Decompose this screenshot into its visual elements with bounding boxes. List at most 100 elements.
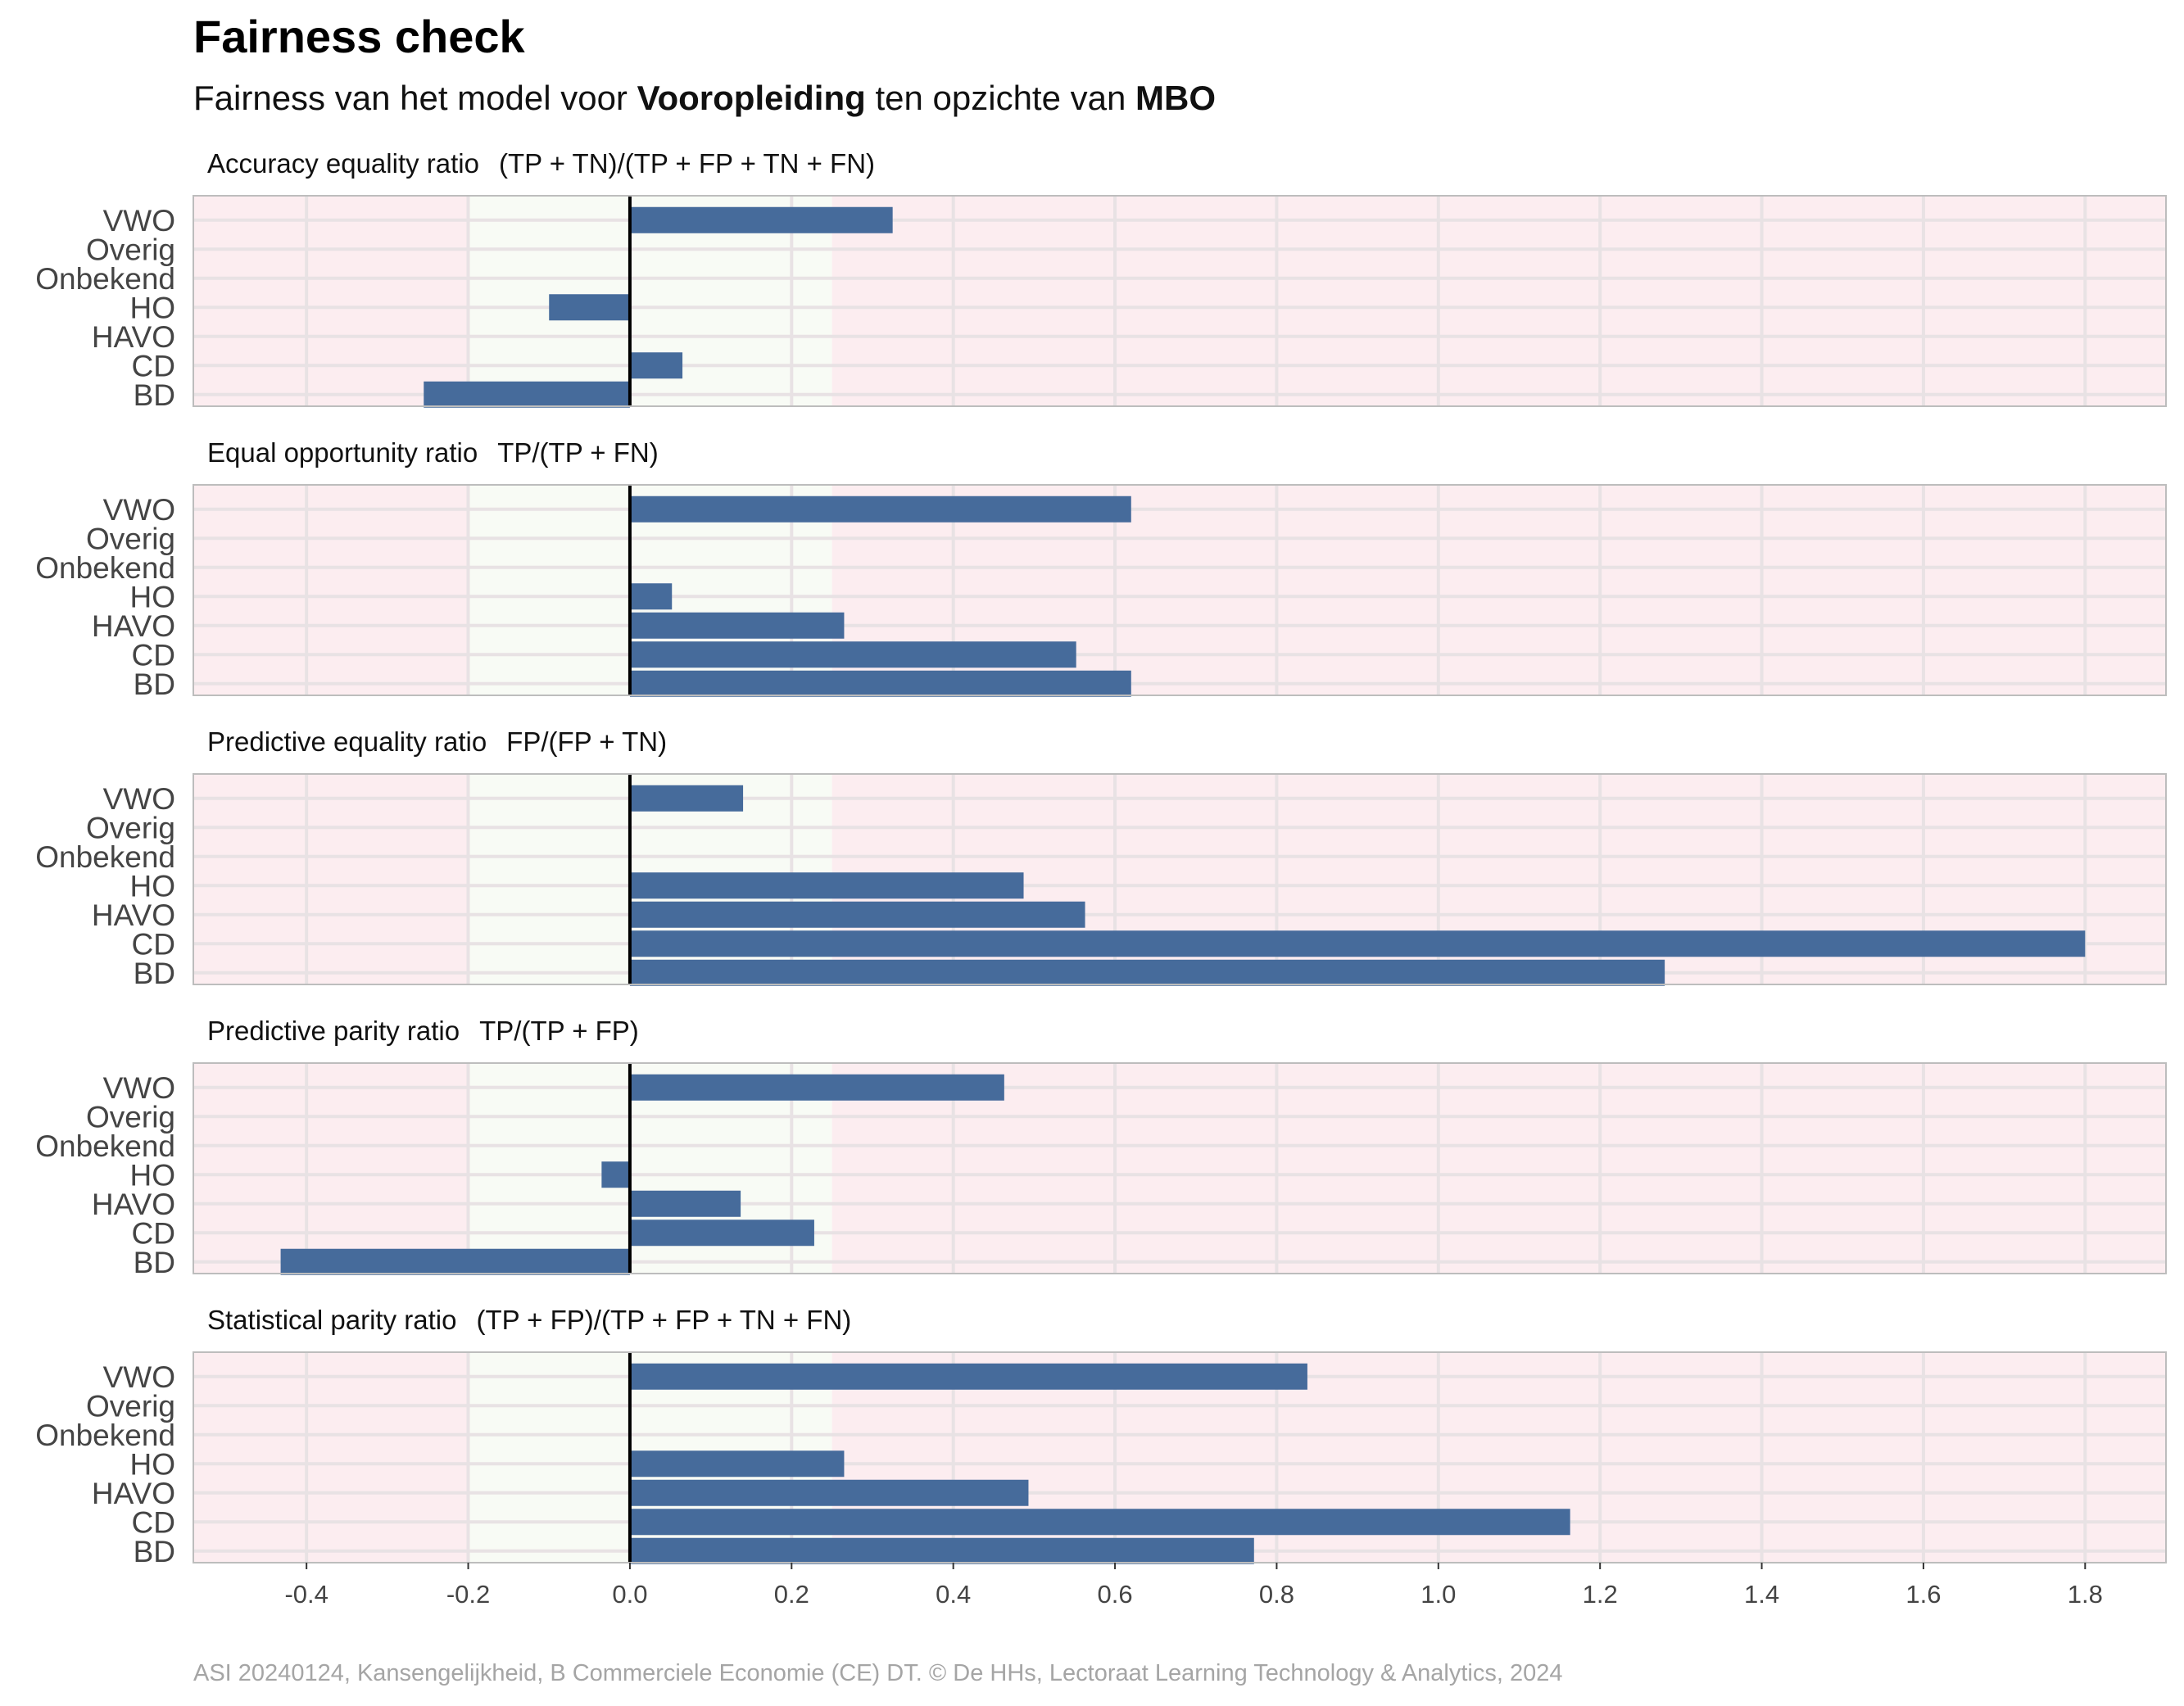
- facet-name: Accuracy equality ratio: [207, 148, 479, 179]
- x-tick-label: 1.0: [1421, 1580, 1456, 1609]
- bar-vwo: [629, 496, 1131, 523]
- x-tick-label: 1.4: [1744, 1580, 1779, 1609]
- unfair-band-left: [193, 774, 469, 984]
- panel-border: [193, 484, 2167, 696]
- bar-havo: [629, 1479, 1029, 1506]
- bar-vwo: [629, 785, 744, 812]
- facet-name: Predictive parity ratio: [207, 1016, 460, 1046]
- category-label: CD: [132, 1505, 175, 1539]
- category-label: BD: [134, 957, 175, 990]
- category-label: CD: [132, 1216, 175, 1250]
- bar-cd: [629, 1220, 814, 1247]
- chart-subtitle: Fairness van het model voor Vooropleidin…: [193, 79, 1216, 117]
- category-label: VWO: [103, 782, 175, 816]
- bar-vwo: [629, 1074, 1004, 1101]
- facet-title: Predictive equality ratio FP/(FP + TN): [207, 726, 667, 757]
- x-tick-label: 1.8: [2068, 1580, 2103, 1609]
- facet-formula: (TP + TN)/(TP + FP + TN + FN): [499, 148, 875, 179]
- facet-title: Predictive parity ratio TP/(TP + FP): [207, 1016, 639, 1046]
- bar-bd: [629, 959, 1665, 986]
- category-label: HO: [130, 869, 176, 903]
- facet-panel: Equal opportunity ratio TP/(TP + FN) VWOOv…: [35, 437, 2167, 701]
- category-label: BD: [134, 378, 175, 412]
- x-axis: -0.4 -0.2 0.0 0.2 0.4 0.6 0.8 1.0 1.2 1.4 1.6 1.8: [284, 1563, 2103, 1609]
- x-tick-label: 0.0: [612, 1580, 647, 1609]
- panel-border: [193, 1351, 2167, 1563]
- bar-ho: [629, 583, 673, 610]
- facet-formula: TP/(TP + FP): [479, 1016, 639, 1046]
- x-tick-label: 0.4: [936, 1580, 971, 1609]
- bar-ho: [629, 1450, 845, 1477]
- category-label: HAVO: [92, 609, 175, 643]
- unfair-band-left: [193, 1063, 469, 1274]
- category-label: VWO: [103, 493, 175, 527]
- category-label: HAVO: [92, 320, 175, 354]
- category-label: Overig: [86, 1100, 175, 1134]
- facet-title: Accuracy equality ratio (TP + TN)/(TP + F…: [207, 148, 875, 179]
- category-label: CD: [132, 349, 175, 382]
- category-label: HAVO: [92, 1477, 175, 1510]
- category-label: Overig: [86, 233, 175, 266]
- category-label: HO: [130, 1158, 176, 1192]
- chart-caption: ASI 20240124, Kansengelijkheid, B Commer…: [193, 1660, 1563, 1686]
- category-label: CD: [132, 638, 175, 672]
- category-label: CD: [132, 927, 175, 961]
- category-label: HAVO: [92, 898, 175, 932]
- facet-panel: Predictive equality ratio FP/(FP + TN) VWO…: [35, 726, 2167, 990]
- bar-havo: [629, 612, 845, 639]
- x-tick-label: 0.6: [1097, 1580, 1132, 1609]
- category-label: Onbekend: [35, 1419, 175, 1452]
- panel-border: [193, 195, 2167, 407]
- unfair-band-right: [831, 1063, 2166, 1274]
- facet-name: Equal opportunity ratio: [207, 437, 478, 468]
- category-label: HO: [130, 291, 176, 324]
- unfair-band-left: [193, 196, 469, 406]
- bar-cd: [629, 641, 1076, 668]
- category-label: VWO: [103, 1360, 175, 1394]
- bar-bd: [629, 670, 1131, 697]
- x-tick-label: -0.4: [284, 1580, 328, 1609]
- facet-panel: Statistical parity ratio (TP + FP)/(TP + …: [35, 1305, 2167, 1568]
- x-tick-label: 0.8: [1259, 1580, 1294, 1609]
- bar-vwo: [629, 1363, 1307, 1390]
- category-label: BD: [134, 1246, 175, 1279]
- bar-cd: [629, 930, 2086, 957]
- category-label: HO: [130, 580, 176, 613]
- facet-panel: Predictive parity ratio TP/(TP + FP) VWOOv…: [35, 1016, 2167, 1279]
- category-label: HAVO: [92, 1188, 175, 1221]
- bar-ho: [601, 1161, 630, 1188]
- category-label: HO: [130, 1447, 176, 1481]
- bar-bd: [280, 1248, 630, 1275]
- unfair-band-right: [831, 196, 2166, 406]
- panel-border: [193, 1062, 2167, 1274]
- unfair-band-left: [193, 1352, 469, 1563]
- facet-formula: (TP + FP)/(TP + FP + TN + FN): [476, 1305, 851, 1335]
- subtitle-reference: MBO: [1135, 79, 1216, 117]
- subtitle-middle: ten opzichte van: [866, 79, 1135, 117]
- bar-ho: [549, 294, 630, 321]
- bar-cd: [629, 352, 683, 379]
- facet-panels: Accuracy equality ratio (TP + TN)/(TP + F…: [35, 148, 2167, 1568]
- category-label: VWO: [103, 1071, 175, 1105]
- bar-bd: [424, 381, 630, 408]
- category-label: BD: [134, 667, 175, 701]
- bar-cd: [629, 1509, 1570, 1536]
- x-tick-label: 1.6: [1905, 1580, 1941, 1609]
- facet-title: Equal opportunity ratio TP/(TP + FN): [207, 437, 659, 468]
- category-label: BD: [134, 1535, 175, 1568]
- category-label: Overig: [86, 811, 175, 844]
- bar-bd: [629, 1537, 1254, 1564]
- chart-title: Fairness check: [193, 11, 526, 62]
- facet-formula: TP/(TP + FN): [497, 437, 659, 468]
- facet-title: Statistical parity ratio (TP + FP)/(TP + …: [207, 1305, 851, 1335]
- panel-border: [193, 773, 2167, 985]
- subtitle-prefix: Fairness van het model voor: [193, 79, 637, 117]
- facet-formula: FP/(FP + TN): [506, 726, 667, 757]
- bar-vwo: [629, 206, 893, 233]
- category-label: Onbekend: [35, 551, 175, 585]
- unfair-band-left: [193, 485, 469, 695]
- category-label: VWO: [103, 204, 175, 238]
- facet-panel: Accuracy equality ratio (TP + TN)/(TP + F…: [35, 148, 2167, 412]
- subtitle-group: Vooropleiding: [637, 79, 866, 117]
